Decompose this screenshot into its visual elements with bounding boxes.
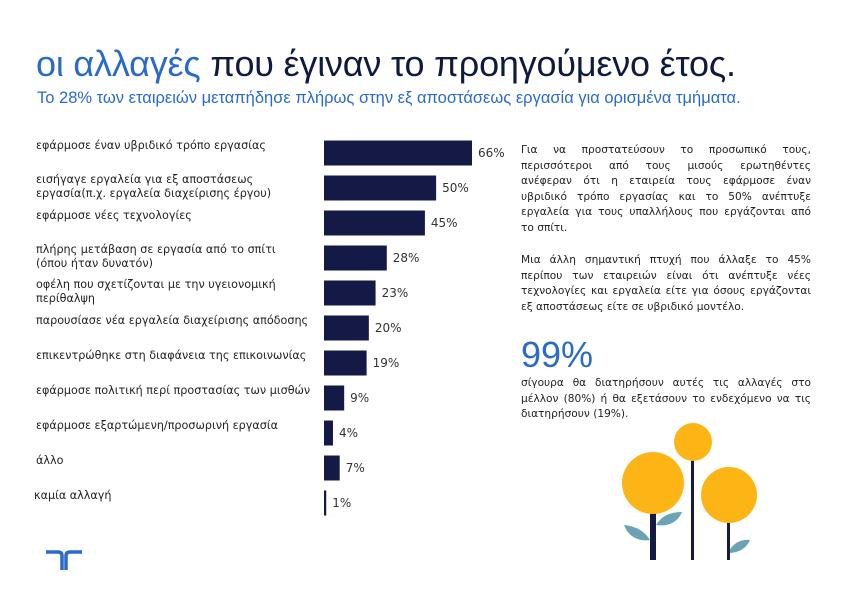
bar-row: άλλο 7% — [36, 454, 365, 481]
bar — [324, 280, 376, 306]
value-label: 1% — [332, 496, 351, 510]
title-accent: οι αλλαγές — [36, 43, 201, 84]
category-label: επικεντρώθηκε στη διαφάνεια της επικοινω… — [36, 349, 306, 362]
category-label: παρουσίασε νέα εργαλεία διαχείρισης απόδ… — [36, 314, 308, 327]
flower-left — [622, 452, 684, 560]
bar — [324, 175, 437, 201]
bar-row: επικεντρώθηκε στη διαφάνεια της επικοινω… — [36, 349, 399, 376]
page-title: οι αλλαγές που έγιναν το προηγούμενο έτο… — [36, 44, 736, 84]
flower-middle — [674, 423, 712, 560]
value-label: 28% — [393, 251, 420, 265]
bar — [324, 210, 425, 236]
bar-row: εφάρμοσε εξαρτώμενη/προσωρινή εργασία 4% — [36, 419, 358, 446]
bar — [324, 140, 472, 166]
category-label: εφάρμοσε έναν υβριδικό τρόπο εργασίας — [36, 139, 266, 152]
category-label: περίθαλψη — [36, 292, 95, 305]
category-label: εφάρμοσε πολιτική περί προστασίας των μι… — [36, 384, 310, 397]
highlight-number: 99% — [521, 334, 594, 375]
value-label: 20% — [375, 321, 402, 335]
highlight-caption: σίγουρα θα διατηρήσουν αυτές τις αλλαγές… — [521, 377, 811, 421]
value-label: 4% — [339, 426, 358, 440]
value-label: 9% — [350, 391, 369, 405]
value-label: 50% — [442, 181, 469, 195]
value-label: 19% — [373, 356, 400, 370]
bar — [324, 245, 387, 271]
summary-paragraph-1: Για να προστατεύσουν το προσωπικό τους, … — [521, 144, 811, 234]
category-label: εφάρμοσε εξαρτώμενη/προσωρινή εργασία — [36, 419, 278, 432]
category-label: (όπου ήταν δυνατόν) — [36, 257, 153, 270]
category-label: άλλο — [36, 454, 64, 467]
bar — [324, 350, 367, 376]
category-label: εργασία(π.χ. εργαλεία διαχείρισης έργου) — [36, 187, 271, 200]
bar-row: πλήρης μετάβαση σε εργασία από το σπίτι(… — [36, 243, 419, 271]
bar-row: παρουσίασε νέα εργαλεία διαχείρισης απόδ… — [36, 314, 402, 341]
bar — [324, 315, 369, 341]
value-label: 23% — [382, 286, 409, 300]
bar — [324, 455, 340, 481]
bar-row: οφέλη που σχετίζονται με την υγειονομική… — [36, 278, 408, 306]
bar — [324, 385, 345, 411]
summary-paragraph-2: Μια άλλη σημαντική πτυχή που άλλαξε το 4… — [521, 254, 811, 313]
company-logo — [46, 550, 82, 570]
title-rest: που έγιναν το προηγούμενο έτος. — [200, 43, 736, 84]
bar — [324, 490, 327, 516]
category-label: εισήγαγε εργαλεία για εξ αποστάσεως — [36, 173, 253, 186]
flowers-illustration — [622, 423, 757, 560]
category-label: πλήρης μετάβαση σε εργασία από το σπίτι — [36, 243, 276, 256]
bar-chart: εφάρμοσε έναν υβριδικό τρόπο εργασίας 66%… — [34, 139, 505, 516]
bar-row: καμία αλλαγή 1% — [34, 489, 351, 516]
value-label: 66% — [478, 146, 505, 160]
flower-right — [701, 467, 757, 560]
bar-row: εισήγαγε εργαλεία για εξ αποστάσεωςεργασ… — [36, 173, 469, 201]
bar — [324, 420, 333, 446]
value-label: 45% — [431, 216, 458, 230]
category-label: εφάρμοσε νέες τεχνολογίες — [36, 209, 192, 222]
value-label: 7% — [346, 461, 365, 475]
category-label: καμία αλλαγή — [34, 489, 112, 502]
page-subtitle: Το 28% των εταιρειών μεταπήδησε πλήρως σ… — [37, 89, 741, 107]
category-label: οφέλη που σχετίζονται με την υγειονομική — [36, 278, 276, 291]
bar-row: εφάρμοσε πολιτική περί προστασίας των μι… — [36, 384, 369, 411]
bar-row: εφάρμοσε έναν υβριδικό τρόπο εργασίας 66% — [36, 139, 505, 166]
bar-row: εφάρμοσε νέες τεχνολογίες 45% — [36, 209, 458, 236]
